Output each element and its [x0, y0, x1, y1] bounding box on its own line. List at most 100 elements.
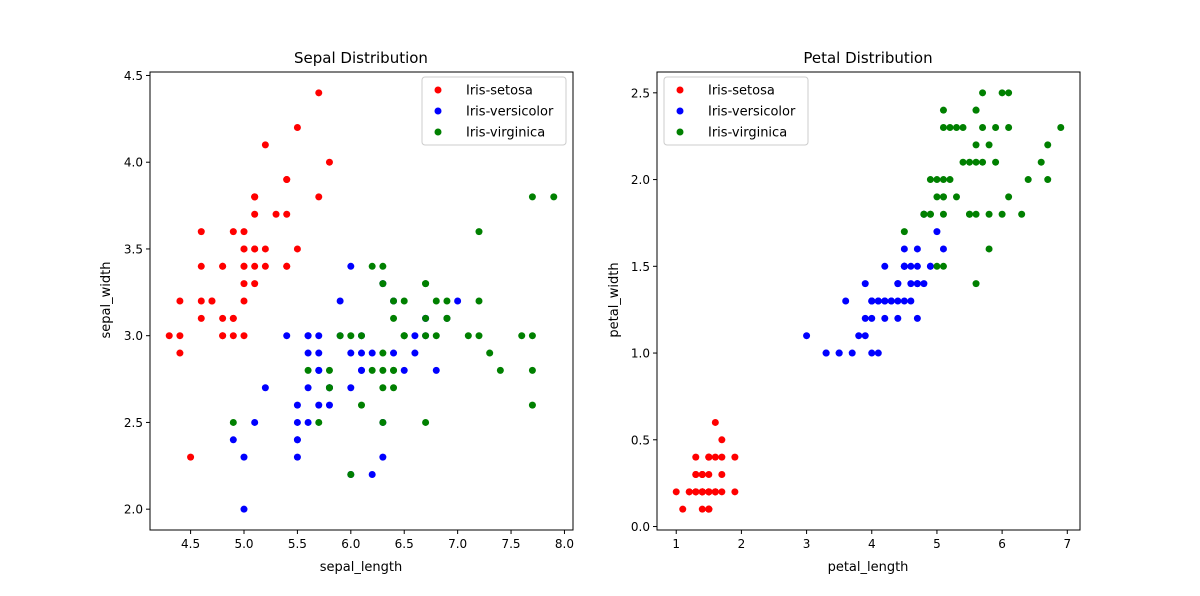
data-point-iris-virginica	[422, 314, 430, 322]
y-axis-label: sepal_width	[99, 262, 114, 339]
data-point-iris-versicolor	[907, 262, 915, 270]
data-point-iris-versicolor	[861, 280, 869, 288]
legend-marker	[676, 86, 684, 94]
data-point-iris-virginica	[379, 366, 387, 374]
data-point-iris-versicolor	[881, 262, 889, 270]
data-point-iris-setosa	[197, 228, 205, 236]
x-tick-label: 2	[738, 537, 746, 551]
data-point-iris-virginica	[1044, 176, 1052, 184]
data-point-iris-virginica	[379, 280, 387, 288]
data-point-iris-virginica	[933, 262, 941, 270]
data-point-iris-virginica	[315, 418, 323, 426]
y-tick-label: 1.0	[631, 347, 650, 361]
data-point-iris-setosa	[705, 453, 713, 461]
data-point-iris-virginica	[432, 332, 440, 340]
data-point-iris-setosa	[229, 332, 237, 340]
data-point-iris-virginica	[518, 332, 526, 340]
data-point-iris-setosa	[176, 297, 184, 305]
data-point-iris-virginica	[358, 332, 365, 340]
data-point-iris-virginica	[368, 366, 376, 374]
x-tick-label: 5	[933, 537, 941, 551]
data-point-iris-versicolor	[293, 453, 301, 461]
data-point-iris-versicolor	[861, 314, 869, 322]
data-point-iris-virginica	[379, 418, 387, 426]
y-tick-label: 2.5	[631, 86, 650, 100]
data-point-iris-versicolor	[325, 401, 333, 409]
plot-frame	[149, 71, 574, 531]
data-point-iris-setosa	[197, 297, 205, 305]
data-point-iris-virginica	[979, 158, 987, 166]
data-point-iris-setosa	[718, 453, 726, 461]
data-point-iris-versicolor	[293, 418, 301, 426]
data-point-iris-virginica	[1037, 158, 1045, 166]
data-point-iris-virginica	[464, 332, 472, 340]
data-point-iris-versicolor	[907, 280, 915, 288]
x-tick-label: 4	[868, 537, 876, 551]
data-point-iris-virginica	[979, 89, 987, 97]
data-point-iris-virginica	[926, 176, 934, 184]
data-point-iris-virginica	[325, 366, 333, 374]
x-tick-label: 8.0	[555, 537, 574, 551]
data-point-iris-setosa	[283, 262, 291, 270]
x-tick-label: 7	[1063, 537, 1071, 551]
data-point-iris-virginica	[336, 332, 344, 340]
data-point-iris-versicolor	[874, 297, 882, 305]
data-point-iris-setosa	[240, 332, 248, 340]
data-point-iris-virginica	[390, 384, 398, 392]
data-point-iris-virginica	[1005, 124, 1013, 132]
data-point-iris-versicolor	[913, 280, 921, 288]
data-point-iris-setosa	[711, 453, 719, 461]
data-point-iris-versicolor	[368, 470, 376, 478]
data-point-iris-setosa	[293, 124, 301, 132]
data-point-iris-versicolor	[913, 314, 921, 322]
data-point-iris-setosa	[718, 488, 726, 496]
data-point-iris-virginica	[528, 366, 536, 374]
data-point-iris-setosa	[240, 280, 248, 288]
data-point-iris-virginica	[1024, 176, 1032, 184]
data-point-iris-setosa	[240, 228, 248, 236]
data-point-iris-virginica	[400, 297, 408, 305]
data-point-iris-setosa	[685, 488, 693, 496]
data-point-iris-virginica	[358, 401, 365, 409]
data-point-iris-setosa	[229, 228, 237, 236]
data-point-iris-setosa	[219, 332, 227, 340]
data-point-iris-versicolor	[868, 349, 876, 357]
legend: Iris-setosa Iris-versicolor Iris-virginica	[421, 76, 567, 146]
data-point-iris-setosa	[187, 453, 195, 461]
data-point-iris-setosa	[283, 210, 291, 218]
data-point-iris-virginica	[939, 262, 947, 270]
chart-title: Petal Distribution	[803, 49, 932, 67]
plot-frame	[656, 71, 1081, 531]
data-point-iris-virginica	[998, 210, 1006, 218]
data-point-iris-setosa	[711, 418, 719, 426]
data-point-iris-versicolor	[939, 245, 947, 253]
data-point-iris-setosa	[679, 505, 687, 513]
data-point-iris-versicolor	[411, 349, 419, 357]
data-point-iris-virginica	[985, 210, 993, 218]
data-point-iris-versicolor	[803, 332, 811, 340]
data-point-iris-virginica	[1018, 210, 1026, 218]
data-points	[672, 89, 1065, 513]
data-point-iris-virginica	[939, 210, 947, 218]
x-tick-label: 7.5	[501, 537, 520, 551]
data-point-iris-versicolor	[400, 366, 408, 374]
data-point-iris-setosa	[165, 332, 173, 340]
data-point-iris-versicolor	[347, 262, 355, 270]
data-point-iris-setosa	[692, 453, 700, 461]
x-tick-label: 6	[998, 537, 1006, 551]
data-point-iris-virginica	[946, 124, 954, 132]
data-point-iris-versicolor	[390, 349, 398, 357]
data-point-iris-virginica	[939, 106, 947, 114]
data-point-iris-versicolor	[907, 297, 915, 305]
data-point-iris-setosa	[240, 245, 248, 253]
data-point-iris-virginica	[1044, 141, 1052, 149]
data-point-iris-virginica	[972, 141, 980, 149]
legend-label: Iris-virginica	[708, 126, 787, 141]
data-point-iris-setosa	[731, 453, 739, 461]
data-point-iris-virginica	[443, 314, 451, 322]
data-point-iris-setosa	[692, 470, 700, 478]
data-point-iris-setosa	[176, 332, 184, 340]
data-point-iris-versicolor	[900, 245, 908, 253]
data-point-iris-virginica	[1005, 89, 1013, 97]
data-point-iris-versicolor	[229, 436, 237, 444]
